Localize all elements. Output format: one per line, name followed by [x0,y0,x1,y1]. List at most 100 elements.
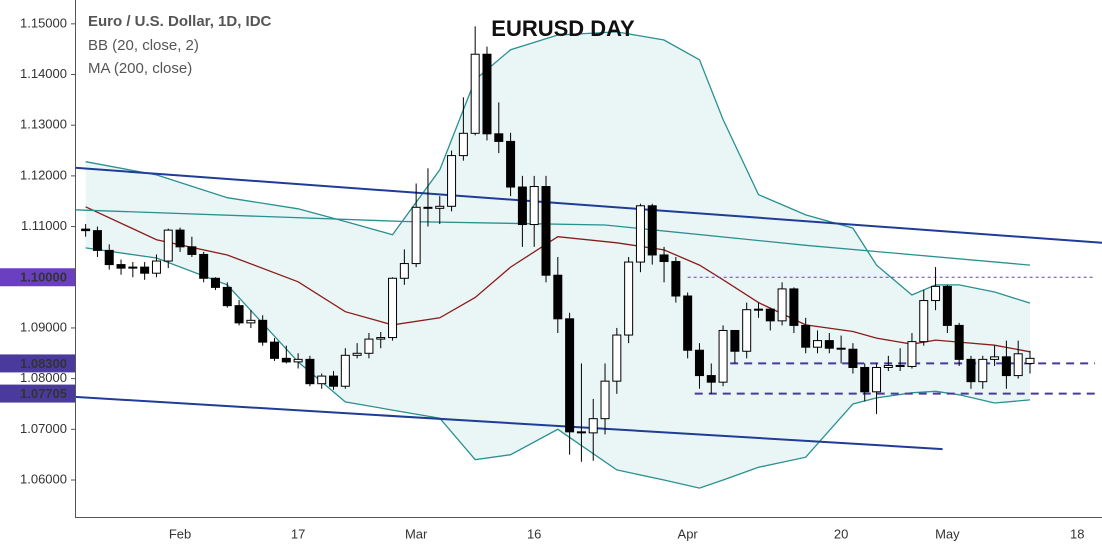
candle-body [659,254,669,263]
candle-body [813,340,823,348]
candle-body [919,300,929,343]
level-label: 1.07705 [20,386,67,401]
x-tick-label: 16 [527,526,541,541]
candle-body [376,337,386,340]
plot-area [74,26,1102,489]
candle-body [753,308,763,311]
candle-body [151,260,161,274]
candle-body [388,277,398,339]
candle-body [553,274,563,320]
x-tick-label: May [935,526,960,541]
x-tick-label: Feb [169,526,191,541]
candle-body [801,324,811,348]
candle-body [140,266,150,274]
ma-line [74,209,1031,266]
candle-body [742,309,752,352]
candle-body [281,357,291,363]
candle-body [872,366,882,393]
candle-body [718,329,728,383]
candle-body [529,186,539,226]
candle-body [81,228,91,232]
x-tick-label: Apr [678,526,699,541]
candle-body [92,230,102,251]
symbol-label: Euro / U.S. Dollar, 1D, IDC [88,13,272,30]
candle-body [435,205,445,209]
candle-body [175,229,185,248]
indicator-label: MA (200, close) [88,60,192,77]
candle-body [942,285,952,326]
candle-body [706,375,716,383]
candle-body [860,366,870,393]
candle-body [1013,353,1023,377]
candle-body [730,329,740,352]
candle-body [317,375,327,385]
x-tick-label: 17 [291,526,305,541]
candle-body [340,354,350,387]
y-tick-label: 1.15000 [20,15,67,30]
candle-body [352,352,362,356]
candle-body [222,286,232,307]
candle-body [576,431,586,434]
candle-body [1001,356,1011,377]
y-tick-label: 1.14000 [20,66,67,81]
candle-body [647,205,657,256]
candle-body [765,308,775,322]
y-tick-label: 1.08000 [20,370,67,385]
level-label-box [0,268,75,287]
band-line [85,247,1031,489]
candle-body [694,349,704,377]
band-line [85,31,1031,304]
candle-body [824,340,834,349]
y-tick-label: 1.13000 [20,117,67,132]
candle-body [517,186,527,226]
y-tick-label: 1.12000 [20,167,67,182]
candle-body [907,341,917,367]
level-label-box [0,354,75,373]
candle-body [128,266,138,269]
y-tick-label: 1.11000 [21,218,67,233]
candle-body [612,334,622,382]
candle-body [966,358,976,383]
candle-body [447,155,457,207]
candle-body [836,347,846,350]
candle-body [883,364,893,368]
level-label: 1.10000 [20,270,67,285]
candle-body [1025,357,1035,364]
candle-body [458,132,468,157]
candle-body [411,206,421,265]
y-tick-label: 1.09000 [20,319,67,334]
candle-body [482,53,492,135]
candle-body [600,380,610,420]
candle-body [234,305,244,324]
x-tick-label: Mar [405,526,428,541]
candle-body [635,205,645,263]
candle-body [588,418,598,434]
trend-line [74,166,1102,244]
candle-body [565,318,575,433]
candle-body [848,348,858,368]
trend-line [74,395,943,451]
candle-body [777,288,787,322]
candle-body [506,140,516,188]
level-label: 1.08300 [20,356,67,371]
candle-body [293,358,303,363]
candle-body [116,264,126,269]
candle-body [329,375,339,387]
candle-body [187,246,197,255]
axes: 1.06000 1.07000 1.08000 1.09000 1.10000 1.110… [0,15,1084,541]
candle-body [671,261,681,297]
candle-body [210,277,220,288]
candle-body [789,288,799,326]
candle-body [163,229,173,262]
candle-body [624,261,634,336]
candle-body [541,186,551,276]
candle-body [895,364,905,367]
candle-body [931,285,941,302]
candle-body [305,358,315,385]
candle-body [364,338,374,354]
candle-body [978,358,988,383]
candle-body [269,341,279,359]
candle-body [258,319,268,343]
x-tick-label: 18 [1070,526,1084,541]
level-label-box [0,384,75,403]
